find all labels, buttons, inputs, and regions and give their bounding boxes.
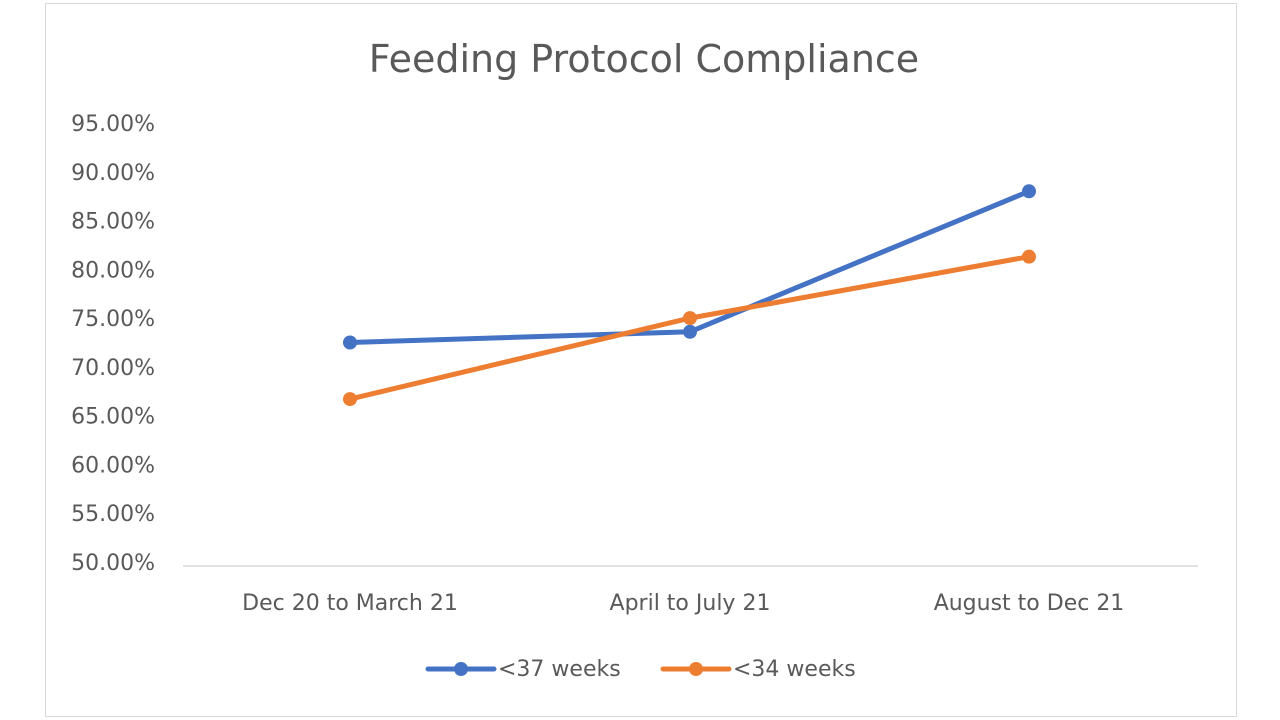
y-tick-label: 65.00% — [71, 405, 155, 430]
series-layer — [343, 184, 1036, 407]
y-tick-label: 50.00% — [71, 551, 155, 576]
x-tick-label: April to July 21 — [610, 591, 771, 616]
y-axis: 50.00% 55.00% 60.00% 65.00% 70.00% 75.00% 80.0… — [71, 112, 155, 576]
y-tick-label: 55.00% — [71, 502, 155, 527]
y-tick-label: 60.00% — [71, 453, 155, 478]
chart-frame — [45, 3, 1237, 717]
legend-item-2: <34 weeks — [660, 657, 856, 682]
y-tick-label: 95.00% — [71, 112, 155, 137]
series-2-point-2 — [683, 311, 697, 326]
legend-label: <37 weeks — [498, 657, 621, 682]
legend-label: <34 weeks — [733, 657, 856, 682]
series-1-point-1 — [343, 335, 357, 350]
y-tick-label: 75.00% — [71, 307, 155, 332]
x-axis: Dec 20 to March 21 April to July 21 August… — [242, 591, 1124, 616]
chart-title: Feeding Protocol Compliance — [369, 37, 919, 81]
x-tick-label: Dec 20 to March 21 — [242, 591, 458, 616]
legend: <37 weeks <34 weeks — [425, 657, 856, 682]
y-tick-label: 90.00% — [71, 161, 155, 186]
series-1-point-2 — [683, 324, 697, 339]
series-2-point-3 — [1022, 249, 1036, 264]
y-tick-label: 85.00% — [71, 210, 155, 235]
x-tick-label: August to Dec 21 — [934, 591, 1125, 616]
series-1-point-3 — [1022, 184, 1036, 199]
legend-swatch-marker — [454, 662, 468, 676]
y-tick-label: 80.00% — [71, 258, 155, 283]
y-tick-label: 70.00% — [71, 356, 155, 381]
legend-item-1: <37 weeks — [425, 657, 621, 682]
legend-swatch-marker — [689, 662, 703, 676]
series-2-point-1 — [343, 392, 357, 407]
